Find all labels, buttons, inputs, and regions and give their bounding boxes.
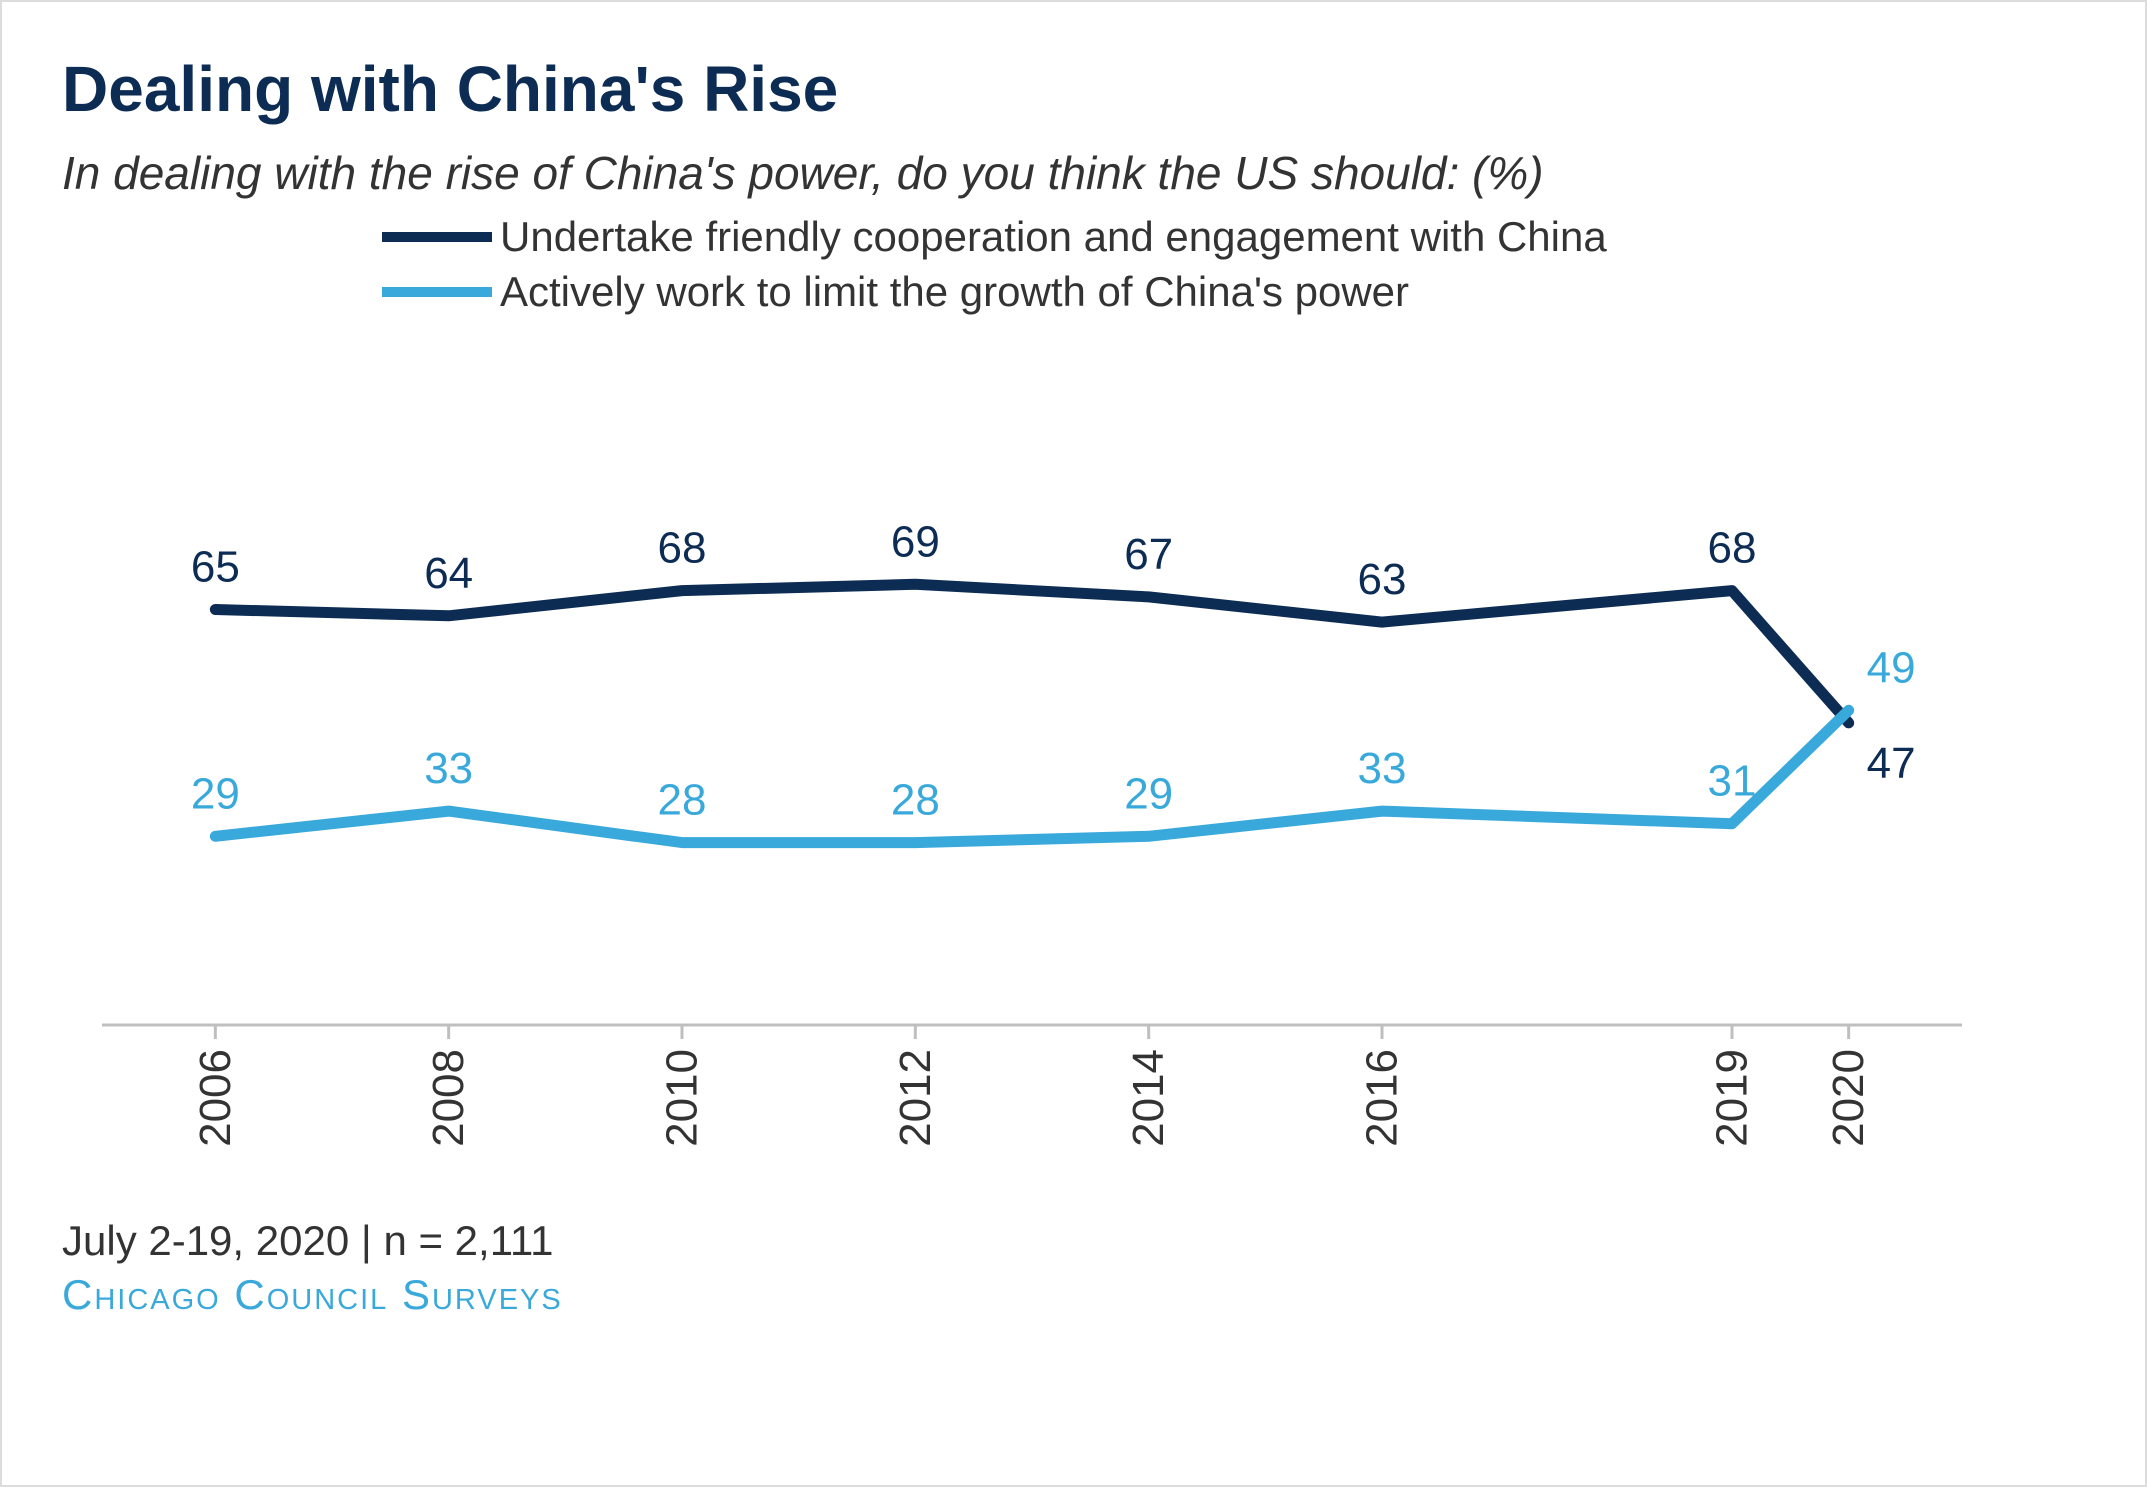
- data-label-limit: 29: [1124, 769, 1173, 818]
- data-label-limit: 49: [1867, 643, 1916, 692]
- legend: Undertake friendly cooperation and engag…: [382, 210, 2085, 319]
- data-label-limit: 33: [1358, 744, 1407, 793]
- data-label-limit: 31: [1708, 757, 1757, 806]
- legend-label-friendly: Undertake friendly cooperation and engag…: [500, 210, 1607, 265]
- chart-frame: Dealing with China's Rise In dealing wit…: [0, 0, 2147, 1487]
- data-label-friendly: 47: [1867, 739, 1916, 788]
- x-tick-label: 2020: [1824, 1049, 1873, 1147]
- data-label-limit: 33: [424, 744, 473, 793]
- data-label-limit: 28: [658, 776, 707, 825]
- x-tick-label: 2010: [658, 1049, 707, 1147]
- data-label-friendly: 67: [1124, 530, 1173, 579]
- legend-label-limit: Actively work to limit the growth of Chi…: [500, 265, 1409, 320]
- data-label-limit: 29: [191, 769, 240, 818]
- data-label-friendly: 69: [891, 517, 940, 566]
- x-tick-label: 2016: [1358, 1049, 1407, 1147]
- legend-swatch-limit: [382, 287, 492, 297]
- x-tick-label: 2006: [191, 1049, 240, 1147]
- legend-item-friendly: Undertake friendly cooperation and engag…: [382, 210, 2085, 265]
- line-chart-svg: 2006 2008 2010 2012 2014 2016 2019 2020 65 64 68 69…: [62, 349, 2062, 1199]
- plot-area: 2006 2008 2010 2012 2014 2016 2019 2020 65 64 68 69…: [62, 349, 2085, 1199]
- legend-swatch-friendly: [382, 232, 492, 242]
- data-label-limit: 28: [891, 776, 940, 825]
- chart-subtitle: In dealing with the rise of China's powe…: [62, 146, 2085, 200]
- footnote: July 2-19, 2020 | n = 2,111: [62, 1217, 2085, 1265]
- source-label: Chicago Council Surveys: [62, 1271, 2085, 1319]
- legend-item-limit: Actively work to limit the growth of Chi…: [382, 265, 2085, 320]
- data-label-friendly: 68: [1708, 524, 1757, 573]
- data-label-friendly: 63: [1358, 555, 1407, 604]
- data-label-friendly: 68: [658, 524, 707, 573]
- chart-title: Dealing with China's Rise: [62, 52, 2085, 126]
- x-tick-label: 2014: [1124, 1049, 1173, 1147]
- x-tick-label: 2019: [1708, 1049, 1757, 1147]
- data-label-friendly: 64: [424, 549, 473, 598]
- data-label-friendly: 65: [191, 543, 240, 592]
- series-line-friendly: [215, 584, 1848, 723]
- x-tick-label: 2012: [891, 1049, 940, 1147]
- x-tick-label: 2008: [424, 1049, 473, 1147]
